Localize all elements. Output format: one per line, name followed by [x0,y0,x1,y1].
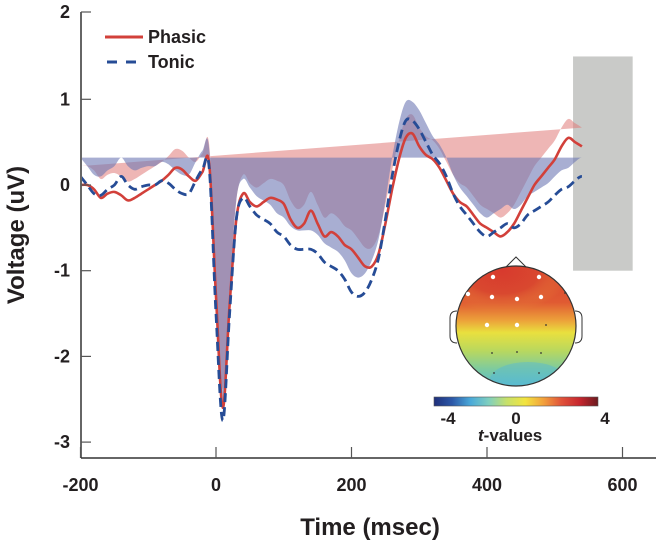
topomap-left-ear [449,310,458,344]
electrode-significant [489,294,495,300]
electrode-significant [514,322,520,328]
electrode-significant [490,274,496,280]
topomap-right-ear [574,310,583,344]
legend-tonic-label: Tonic [148,52,195,72]
colorbar-tick-mid: 0 [511,409,520,428]
y-ticks: 2 1 0 -1 -2 -3 [54,2,91,452]
electrode-significant [536,274,542,280]
colorbar-title: t-values [478,426,542,445]
electrode-significant [465,291,471,297]
y-tick-label: -1 [54,261,70,281]
x-tick-label: 600 [607,475,637,495]
colorbar-tick-max: 4 [600,409,610,428]
topomap-posterior-minimum [490,362,566,386]
electrode-significant [514,296,520,302]
x-axis-title: Time (msec) [300,514,440,541]
y-tick-label: 0 [60,175,70,195]
tonic-ci-band [82,99,582,402]
phasic-line [82,131,583,410]
electrode-nonsignificant [516,351,518,353]
colorbar-tick-min: -4 [440,409,456,428]
colorbar: -4 0 4 t-values [433,396,610,445]
electrode-nonsignificant [545,324,547,326]
y-tick-label: 2 [60,2,70,22]
plot-area [82,99,583,423]
legend-phasic-label: Phasic [148,27,206,47]
x-tick-label: -200 [62,475,98,495]
topomap-head-outline [455,265,577,387]
highlight-window [573,56,633,271]
electrode-nonsignificant [493,372,495,374]
topomap-inset [449,256,583,387]
electrode-nonsignificant [564,292,566,294]
x-tick-label: 0 [211,475,221,495]
x-tick-label: 400 [472,475,502,495]
electrode-nonsignificant [491,352,493,354]
y-tick-label: -2 [54,346,70,366]
colorbar-bar [433,396,599,407]
legend: Phasic Tonic [105,27,206,72]
y-axis-title: Voltage (uV) [3,166,30,304]
y-tick-label: 1 [60,89,70,109]
electrode-significant [538,294,544,300]
topomap-nose [504,256,528,269]
x-ticks: -200 0 200 400 600 [62,447,638,495]
colorbar-title-suffix: -values [484,426,543,445]
electrode-nonsignificant [540,352,542,354]
y-tick-label: -3 [54,432,70,452]
x-tick-label: 200 [336,475,366,495]
colorbar-title-italic: t [478,426,485,445]
electrode-significant [484,322,490,328]
electrode-nonsignificant [538,372,540,374]
topomap-electrodes [465,274,566,374]
